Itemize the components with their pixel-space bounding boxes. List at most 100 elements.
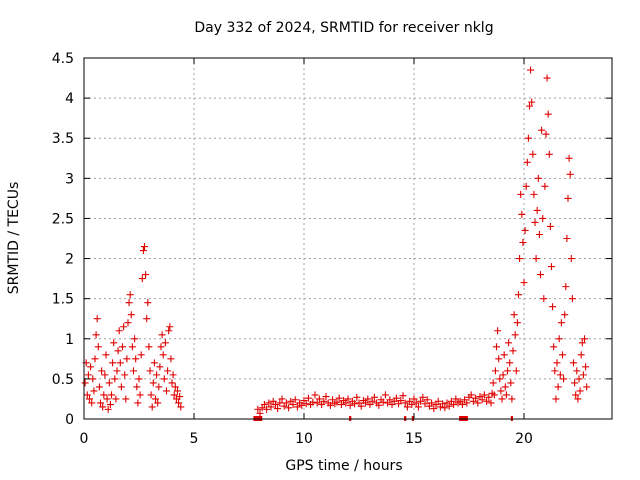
data-point <box>513 319 521 327</box>
data-point <box>379 398 387 406</box>
data-point <box>508 395 516 403</box>
data-point <box>274 405 282 413</box>
data-point <box>145 343 153 351</box>
data-point <box>452 395 460 403</box>
data-point <box>531 218 539 226</box>
axis-ticks <box>83 57 612 420</box>
data-point <box>155 383 163 391</box>
data-point <box>527 66 535 74</box>
data-point <box>474 399 482 407</box>
data-point <box>419 393 427 401</box>
data-point <box>88 399 96 407</box>
data-point <box>139 247 147 255</box>
data-point <box>254 405 262 413</box>
data-point <box>579 371 587 379</box>
data-point <box>101 371 109 379</box>
plot-frame <box>83 57 613 420</box>
data-point <box>344 395 352 403</box>
data-point <box>430 405 438 413</box>
y-tick-labels: 0 0.5 1 1.5 2 2.5 3 3.5 4 4.5 <box>52 51 74 428</box>
data-point <box>105 379 113 387</box>
data-point <box>113 367 121 375</box>
data-point <box>111 375 119 383</box>
data-point <box>533 206 541 214</box>
data-point <box>401 399 409 407</box>
data-point <box>130 367 137 375</box>
data-point <box>581 335 588 343</box>
data-point <box>97 399 104 407</box>
data-point <box>545 150 553 158</box>
data-point <box>265 399 273 407</box>
data-point <box>311 391 319 399</box>
data-point <box>112 395 120 403</box>
data-point <box>353 393 361 401</box>
data-point <box>530 190 538 198</box>
data-point <box>337 401 345 409</box>
data-point <box>322 393 330 401</box>
data-point <box>150 359 158 367</box>
data-point <box>575 375 583 383</box>
data-point <box>526 102 533 110</box>
data-point <box>501 383 509 391</box>
data-point <box>81 379 89 387</box>
data-point <box>364 395 372 403</box>
data-point <box>555 335 563 343</box>
data-point <box>370 393 378 401</box>
data-point <box>106 401 114 409</box>
x-tick-label: 20 <box>515 431 533 447</box>
data-point <box>177 403 185 411</box>
data-point <box>100 391 108 399</box>
data-point <box>576 387 584 395</box>
data-point <box>491 367 499 375</box>
data-point <box>467 391 475 399</box>
data-point <box>120 323 128 331</box>
data-point <box>132 355 140 363</box>
data-point <box>568 295 576 303</box>
data-point <box>91 355 99 363</box>
data-point <box>511 331 519 339</box>
data-point <box>483 397 491 405</box>
data-point <box>153 371 161 379</box>
x-axis-label: GPS time / hours <box>285 458 402 474</box>
data-point <box>362 399 370 407</box>
data-point <box>163 387 170 395</box>
data-point <box>256 409 264 417</box>
data-point <box>493 343 500 351</box>
chart-title: Day 332 of 2024, SRMTID for receiver nkl… <box>194 20 493 36</box>
data-point <box>260 401 268 409</box>
data-point <box>122 395 130 403</box>
data-point <box>546 222 554 230</box>
x-tick-label: 15 <box>405 431 423 447</box>
data-point <box>137 351 145 359</box>
data-point <box>342 399 350 407</box>
data-point <box>309 398 317 406</box>
y-tick-label: 4 <box>65 91 74 107</box>
x-tick-label: 10 <box>295 431 313 447</box>
data-point <box>524 134 532 142</box>
data-point <box>167 355 175 363</box>
data-point <box>556 371 564 379</box>
data-point <box>293 403 301 411</box>
data-point <box>538 126 546 134</box>
data-point <box>291 396 299 404</box>
data-point <box>542 130 550 138</box>
data-point <box>104 405 112 413</box>
data-point <box>560 375 568 383</box>
data-point <box>263 405 271 413</box>
data-point <box>582 363 590 371</box>
data-point <box>147 391 155 399</box>
data-point <box>84 371 92 379</box>
data-point <box>566 170 574 178</box>
data-point <box>278 395 286 403</box>
grid-lines <box>84 58 612 419</box>
data-point <box>285 404 293 412</box>
y-tick-label: 4.5 <box>52 51 74 67</box>
data-point <box>93 315 101 323</box>
data-point <box>445 402 453 410</box>
data-point <box>381 391 389 399</box>
data-point <box>504 367 511 375</box>
data-point <box>368 397 376 405</box>
data-point <box>143 315 151 323</box>
data-point <box>127 311 135 319</box>
data-point <box>417 397 425 405</box>
